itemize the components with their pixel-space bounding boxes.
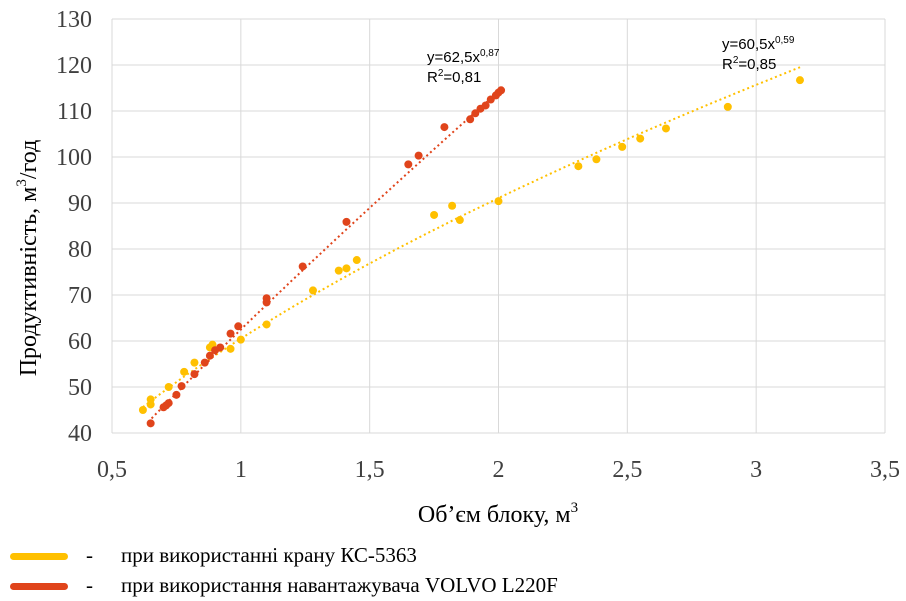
volvo-point bbox=[440, 123, 449, 132]
crane-point bbox=[455, 216, 464, 225]
crane-point bbox=[723, 102, 732, 111]
y-tick-labels: 40 50 60 70 80 90 100 110 120 130 bbox=[56, 7, 92, 447]
volvo-point bbox=[466, 115, 475, 124]
volvo-point bbox=[471, 109, 480, 118]
volvo-point bbox=[190, 370, 199, 379]
crane-point bbox=[618, 142, 627, 151]
volvo-point bbox=[262, 294, 271, 303]
crane-equation: y=60,5x0,59 bbox=[722, 35, 795, 53]
x-axis-title: Об’єм блоку, м3 bbox=[418, 500, 578, 528]
volvo-point bbox=[164, 399, 173, 408]
y-tick-label: 60 bbox=[68, 329, 92, 355]
legend-label-volvo: при використання навантажувача VOLVO L22… bbox=[121, 573, 558, 597]
volvo-point bbox=[226, 329, 235, 338]
crane-point bbox=[342, 264, 351, 273]
crane-point bbox=[448, 201, 457, 210]
crane-point bbox=[494, 197, 503, 206]
volvo-point bbox=[414, 151, 423, 160]
volvo-point bbox=[497, 86, 506, 95]
volvo-point bbox=[342, 217, 351, 226]
crane-point bbox=[574, 162, 583, 171]
x-tick-label: 3,5 bbox=[870, 457, 900, 483]
y-tick-label: 80 bbox=[68, 237, 92, 263]
y-tick-label: 40 bbox=[68, 421, 92, 447]
legend-label-crane: при використанні крану КС-5363 bbox=[121, 543, 417, 567]
volvo-trendline bbox=[147, 90, 500, 423]
crane-point bbox=[334, 266, 343, 275]
trendlines bbox=[142, 65, 803, 423]
volvo-equation: y=62,5x0,87 bbox=[427, 48, 500, 66]
y-tick-label: 110 bbox=[57, 99, 92, 125]
y-axis-title: Продуктивність, м3/год bbox=[14, 140, 42, 377]
volvo-point bbox=[234, 322, 243, 331]
crane-point bbox=[352, 256, 361, 265]
crane-point bbox=[236, 335, 245, 344]
crane-point bbox=[180, 367, 189, 376]
volvo-point bbox=[146, 419, 155, 428]
volvo-point bbox=[216, 343, 225, 352]
volvo-point bbox=[200, 358, 209, 367]
crane-point bbox=[190, 358, 199, 367]
crane-point bbox=[661, 124, 670, 133]
crane-point bbox=[430, 210, 439, 219]
volvo-point bbox=[298, 262, 307, 271]
x-tick-label: 3 bbox=[750, 457, 762, 483]
crane-point bbox=[138, 406, 147, 414]
crane-point bbox=[636, 134, 645, 143]
volvo-point bbox=[177, 382, 186, 391]
volvo-r-squared: R2=0,81 bbox=[427, 68, 481, 86]
x-tick-label: 0,5 bbox=[97, 457, 127, 483]
crane-point bbox=[308, 286, 317, 295]
legend-item-crane: - при використанні крану КС-5363 bbox=[0, 541, 906, 571]
y-tick-label: 100 bbox=[56, 145, 92, 171]
legend-swatch-crane bbox=[10, 553, 68, 560]
crane-point bbox=[164, 383, 173, 391]
y-tick-label: 130 bbox=[56, 7, 92, 33]
crane-point bbox=[262, 320, 271, 329]
legend-item-volvo: - при використання навантажувача VOLVO L… bbox=[0, 571, 906, 601]
volvo-point bbox=[404, 160, 413, 169]
x-tick-label: 2,5 bbox=[612, 457, 642, 483]
data-points bbox=[138, 76, 804, 428]
x-tick-label: 1 bbox=[235, 457, 247, 483]
legend-dash: - bbox=[86, 543, 93, 567]
gridlines bbox=[111, 18, 886, 434]
crane-point bbox=[226, 344, 235, 353]
x-tick-label: 1,5 bbox=[355, 457, 385, 483]
crane-point bbox=[146, 395, 155, 404]
crane-point bbox=[592, 155, 601, 164]
legend-swatch-volvo bbox=[10, 583, 68, 590]
crane-trendline bbox=[142, 65, 803, 408]
x-tick-labels: 0,5 1 1,5 2 2,5 3 3,5 bbox=[97, 457, 900, 483]
y-tick-label: 50 bbox=[68, 375, 92, 401]
legend-dash: - bbox=[86, 573, 93, 597]
volvo-point bbox=[481, 101, 490, 110]
x-tick-label: 2 bbox=[493, 457, 505, 483]
volvo-point bbox=[205, 351, 214, 360]
crane-point bbox=[795, 76, 804, 85]
y-tick-label: 70 bbox=[68, 283, 92, 309]
crane-r-squared: R2=0,85 bbox=[722, 55, 776, 73]
chart: 40 50 60 70 80 90 100 110 120 130 0,5 1 1,5 2 2,5 3 3,5… bbox=[14, 7, 900, 528]
y-tick-label: 90 bbox=[68, 191, 92, 217]
volvo-point bbox=[172, 390, 181, 399]
y-tick-label: 120 bbox=[56, 53, 92, 79]
